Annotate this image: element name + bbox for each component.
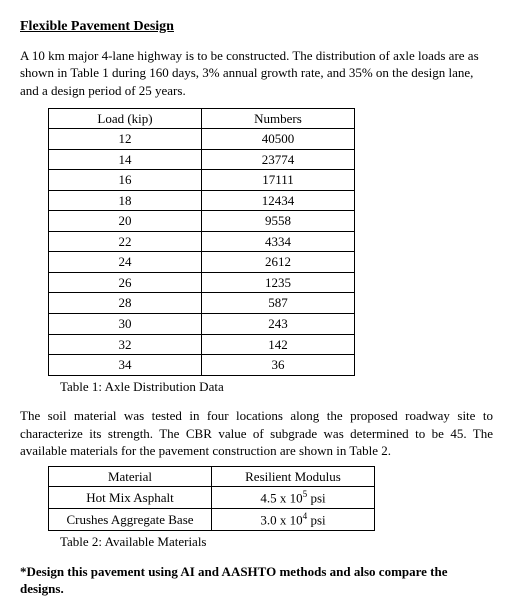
table1-cell: 36 — [202, 355, 355, 376]
table-row: 3436 — [49, 355, 355, 376]
table1-cell: 16 — [49, 170, 202, 191]
table1-caption: Table 1: Axle Distribution Data — [60, 378, 493, 396]
table1-cell: 34 — [49, 355, 202, 376]
table-row: 32142 — [49, 334, 355, 355]
soil-paragraph: The soil material was tested in four loc… — [20, 407, 493, 460]
table1-cell: 23774 — [202, 149, 355, 170]
design-instruction: *Design this pavement using AI and AASHT… — [20, 563, 493, 598]
table2-cell: Crushes Aggregate Base — [49, 509, 212, 531]
table1-cell: 142 — [202, 334, 355, 355]
table1-cell: 587 — [202, 293, 355, 314]
table-row: 242612 — [49, 252, 355, 273]
table2-caption: Table 2: Available Materials — [60, 533, 493, 551]
table2-header-cell: Material — [49, 466, 212, 487]
table-row: 1240500 — [49, 129, 355, 150]
table1-header-cell: Numbers — [202, 108, 355, 129]
table-row: 28587 — [49, 293, 355, 314]
table1-cell: 14 — [49, 149, 202, 170]
table1-cell: 30 — [49, 314, 202, 335]
table1-cell: 9558 — [202, 211, 355, 232]
table2-header-cell: Resilient Modulus — [212, 466, 375, 487]
page-title: Flexible Pavement Design — [20, 18, 493, 37]
table1-cell: 20 — [49, 211, 202, 232]
table-row: 224334 — [49, 231, 355, 252]
table1-cell: 4334 — [202, 231, 355, 252]
table-row: 30243 — [49, 314, 355, 335]
table1-header-cell: Load (kip) — [49, 108, 202, 129]
table-row: 1617111 — [49, 170, 355, 191]
table1-cell: 32 — [49, 334, 202, 355]
table2-cell: Hot Mix Asphalt — [49, 487, 212, 509]
table1-cell: 2612 — [202, 252, 355, 273]
table1-cell: 1235 — [202, 272, 355, 293]
table1-cell: 17111 — [202, 170, 355, 191]
materials-table: MaterialResilient ModulusHot Mix Asphalt… — [48, 466, 375, 531]
table1-cell: 24 — [49, 252, 202, 273]
table2-cell: 3.0 x 104 psi — [212, 509, 375, 531]
table1-cell: 40500 — [202, 129, 355, 150]
table-row: 1423774 — [49, 149, 355, 170]
table1-cell: 28 — [49, 293, 202, 314]
table1-cell: 18 — [49, 190, 202, 211]
axle-distribution-table: Load (kip)Numbers12405001423774161711118… — [48, 108, 355, 376]
table-row: Hot Mix Asphalt4.5 x 105 psi — [49, 487, 375, 509]
table-row: 261235 — [49, 272, 355, 293]
intro-paragraph: A 10 km major 4-lane highway is to be co… — [20, 47, 493, 100]
table-row: 1812434 — [49, 190, 355, 211]
table-row: 209558 — [49, 211, 355, 232]
table1-cell: 243 — [202, 314, 355, 335]
table2-cell: 4.5 x 105 psi — [212, 487, 375, 509]
table1-cell: 22 — [49, 231, 202, 252]
table1-cell: 26 — [49, 272, 202, 293]
table1-cell: 12434 — [202, 190, 355, 211]
table1-cell: 12 — [49, 129, 202, 150]
table-row: Crushes Aggregate Base3.0 x 104 psi — [49, 509, 375, 531]
